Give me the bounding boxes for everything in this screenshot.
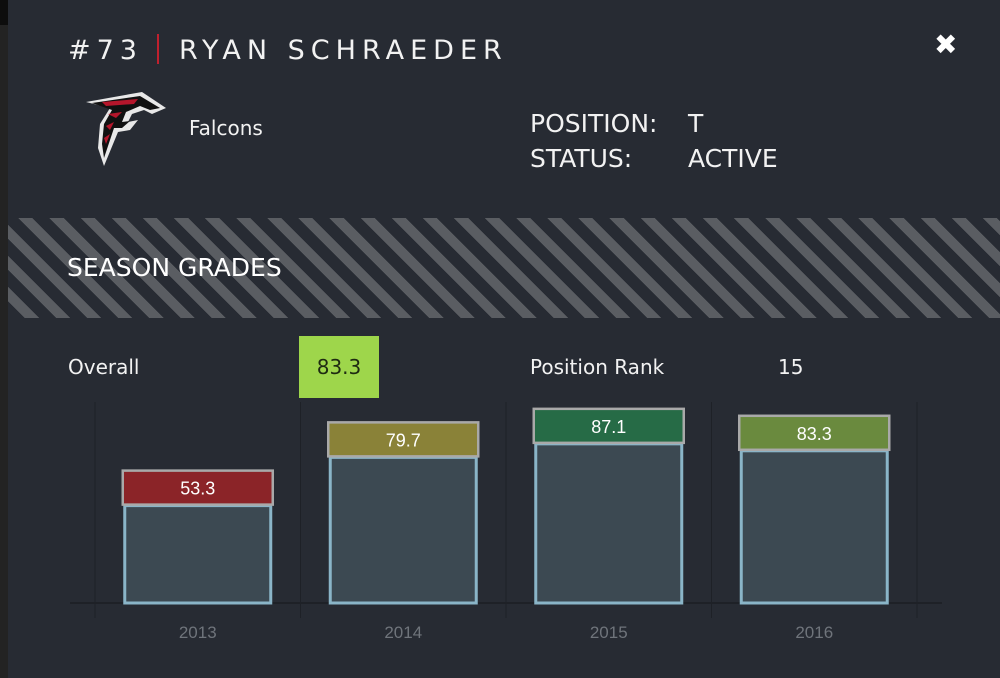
position-value: T xyxy=(688,109,704,138)
x-tick-2016: 2016 xyxy=(795,623,833,642)
player-number: #73 xyxy=(68,35,143,66)
grade-label-2014: 79.7 xyxy=(386,430,421,450)
section-header-band: SEASON GRADES xyxy=(8,218,1000,318)
grade-label-box-2014 xyxy=(327,421,480,458)
grade-label-box-2013 xyxy=(121,469,274,506)
grade-label-2015: 87.1 xyxy=(591,417,626,437)
status-value: ACTIVE xyxy=(688,144,778,173)
status-label: STATUS: xyxy=(530,144,633,173)
x-tick-2015: 2015 xyxy=(590,623,628,642)
position-label: POSITION: xyxy=(530,109,658,138)
position-rank-value: 15 xyxy=(778,355,804,379)
overall-grade-badge: 83.3 xyxy=(299,336,379,398)
grade-label-box-2016 xyxy=(738,414,891,452)
overall-label: Overall xyxy=(68,355,140,379)
falcons-logo xyxy=(86,92,166,166)
grade-label-2013: 53.3 xyxy=(180,479,215,499)
window-edge xyxy=(0,0,8,678)
team-name: Falcons xyxy=(189,116,263,140)
x-tick-2014: 2014 xyxy=(384,623,422,642)
bar-2015 xyxy=(534,442,684,605)
player-title: #73 RYAN SCHRAEDER xyxy=(68,34,508,66)
x-tick-2013: 2013 xyxy=(179,623,217,642)
bar-2013 xyxy=(123,504,273,605)
grade-label-2016: 83.3 xyxy=(797,424,832,444)
bar-2014 xyxy=(328,455,478,605)
position-rank-label: Position Rank xyxy=(530,355,665,379)
grade-label-box-2015 xyxy=(532,407,685,445)
title-divider xyxy=(156,34,159,64)
section-title: SEASON GRADES xyxy=(67,253,282,282)
bar-2016 xyxy=(739,449,889,605)
player-info: POSITION: T STATUS: ACTIVE xyxy=(530,106,778,176)
close-icon[interactable]: ✖ xyxy=(934,28,958,61)
player-name: RYAN SCHRAEDER xyxy=(178,35,508,66)
